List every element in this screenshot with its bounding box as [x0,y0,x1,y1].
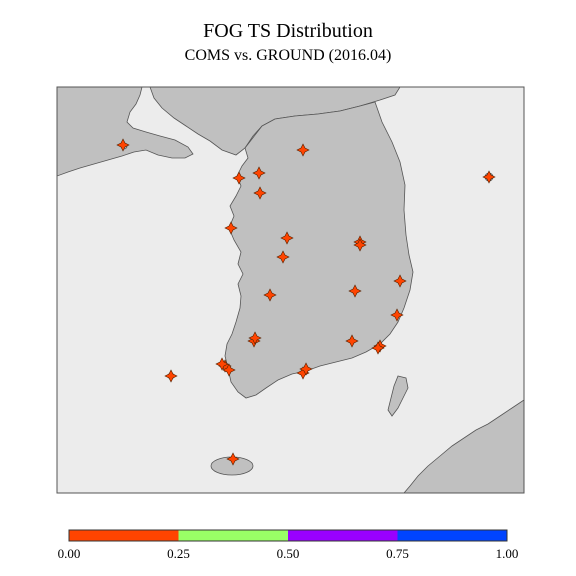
colorbar-tick-label: 0.75 [386,546,409,561]
station-marker [226,452,240,466]
station-marker [232,171,246,185]
station-marker [348,284,362,298]
japan-land [403,399,524,493]
station-marker [222,363,236,377]
map-subtitle: COMS vs. GROUND (2016.04) [184,47,392,64]
liaodong-land [149,87,401,156]
station-marker [263,288,277,302]
station-markers [116,138,496,466]
china-shandong-land [57,87,194,177]
colorbar-tick-label: 0.50 [276,546,300,561]
colorbar-segment [69,530,179,541]
colorbar-segment [397,530,507,541]
colorbar-tick-label: 0.00 [57,546,81,561]
colorbar-segment [178,530,288,541]
colorbar-border [68,529,508,542]
station-marker [353,238,367,252]
station-marker [296,143,310,157]
station-marker [276,250,290,264]
station-marker [299,362,313,376]
station-marker [224,221,238,235]
colorbar-tick-label: 0.25 [167,546,190,561]
korean-peninsula-land [224,101,414,399]
station-marker [215,357,229,371]
station-marker [248,331,262,345]
station-marker [116,138,130,152]
station-marker [252,166,266,180]
land-layer [57,87,524,493]
map-title: FOG TS Distribution [203,20,373,42]
colorbar-tick-label: 1.00 [495,546,519,561]
station-marker [371,341,385,355]
map-frame [56,86,525,494]
station-marker [390,308,404,322]
colorbar [68,529,508,542]
station-marker [164,369,178,383]
station-marker [393,274,407,288]
station-marker [253,186,267,200]
colorbar-segment [288,530,398,541]
tsushima-land [387,375,409,417]
station-marker [280,231,294,245]
station-marker [482,170,496,184]
station-marker [345,334,359,348]
